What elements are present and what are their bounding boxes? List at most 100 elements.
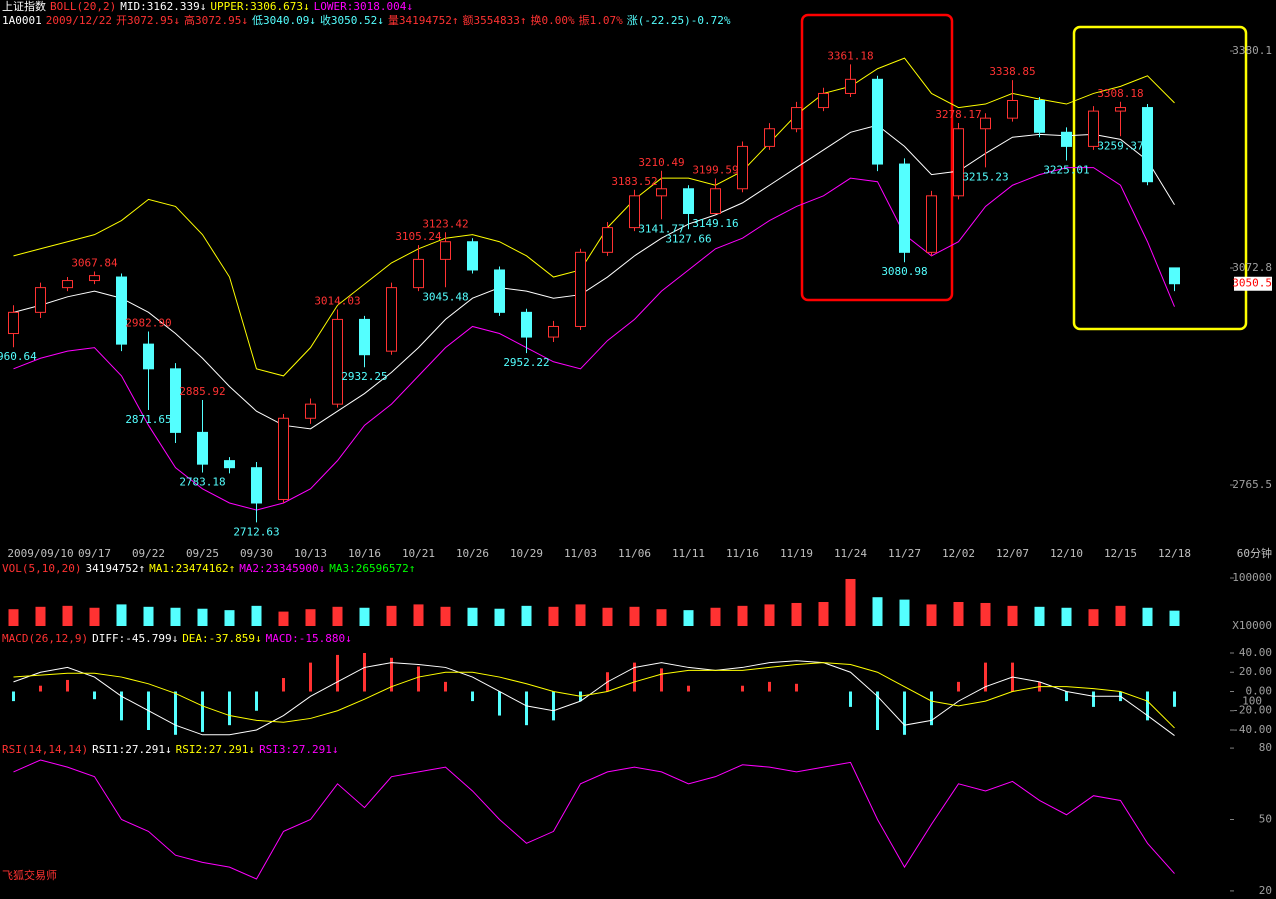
volume-bar — [116, 604, 127, 626]
x-tick-label: 12/02 — [942, 547, 975, 560]
candle-body — [683, 188, 694, 214]
low-label: 3225.01 — [1043, 164, 1089, 177]
panel-header: MACD(26,12,9) DIFF:-45.799↓ DEA:-37.859↓ MA… — [2, 632, 356, 646]
candle-body — [656, 188, 667, 197]
header-item: MA3:26596572↑ — [329, 562, 416, 575]
x-tick-label: 11/03 — [564, 547, 597, 560]
candle-body — [467, 241, 478, 271]
volume-bar — [1169, 610, 1180, 626]
candle-body — [8, 311, 19, 335]
candle-body — [116, 276, 127, 345]
volume-bar — [467, 607, 478, 626]
volume-bar — [62, 605, 73, 626]
volume-bar — [251, 605, 262, 626]
low-label: 2960.64 — [0, 350, 37, 363]
overlay-label: 100 — [1242, 694, 1262, 707]
header-item: 2009/12/22 — [45, 14, 112, 27]
low-label: 3080.98 — [881, 265, 927, 278]
candle-body — [89, 275, 100, 282]
header-item: 振1.07% — [578, 14, 623, 27]
header-item: 开3072.95↓ — [115, 14, 180, 27]
volume-bar — [305, 609, 316, 626]
volume-bar — [1115, 605, 1126, 626]
low-label: 2871.65 — [125, 413, 171, 426]
volume-bar — [1061, 607, 1072, 626]
candle-body — [1115, 107, 1126, 112]
x-tick-label: 11/19 — [780, 547, 813, 560]
high-label: 3183.52 — [611, 175, 657, 188]
high-label: 3014.03 — [314, 294, 360, 307]
volume-bar — [170, 607, 181, 626]
high-label: 3105.24 — [395, 230, 442, 243]
x-tick-label: 12/10 — [1050, 547, 1083, 560]
low-label: 2783.18 — [179, 476, 225, 489]
candle-body — [224, 460, 235, 469]
boll-line — [13, 57, 1175, 377]
low-label: 3149.16 — [692, 217, 738, 230]
header-item: 涨(-22.25)-0.72% — [626, 14, 731, 27]
unit-label: X10000 — [1232, 619, 1272, 632]
header-item: LOWER:3018.004↓ — [313, 0, 414, 13]
volume-bar — [359, 607, 370, 626]
high-label: 3308.18 — [1097, 87, 1143, 100]
volume-bar — [791, 602, 802, 626]
volume-bar — [872, 597, 883, 626]
volume-bar — [35, 606, 46, 626]
volume-bar — [413, 604, 424, 626]
high-label: 3338.85 — [989, 65, 1035, 78]
candle-body — [386, 287, 397, 352]
header-item: MA2:23345900↓ — [239, 562, 326, 575]
header-item: 换0.00% — [530, 14, 575, 27]
y-tick-label: 0.00 — [1246, 684, 1273, 697]
y-tick-label: 3072.8 — [1232, 261, 1272, 274]
header-item: 低3040.09↓ — [251, 14, 316, 27]
header-item: 额3554833↑ — [462, 14, 527, 27]
y-tick-label: -40.00 — [1232, 723, 1272, 736]
volume-bar — [737, 605, 748, 626]
volume-bar — [494, 608, 505, 626]
boll-line — [13, 167, 1175, 511]
candle-body — [1088, 110, 1099, 147]
volume-bar — [521, 605, 532, 626]
candle-body — [521, 311, 532, 338]
y-tick-label: 80 — [1259, 741, 1272, 754]
volume-bar — [332, 606, 343, 626]
panel-header: RSI(14,14,14) RSI1:27.291↓ RSI2:27.291↓ RSI… — [2, 743, 343, 757]
header-item: 高3072.95↓ — [183, 14, 248, 27]
header-item: 量34194752↑ — [387, 14, 459, 27]
x-tick-label: 12/07 — [996, 547, 1029, 560]
low-label: 2952.22 — [503, 356, 549, 369]
highlight-box — [800, 13, 954, 302]
candle-body — [1169, 267, 1180, 285]
x-tick-label: 10/21 — [402, 547, 435, 560]
candle-body — [62, 280, 73, 289]
volume-bar — [143, 606, 154, 626]
header-item: MACD(26,12,9) — [2, 632, 89, 645]
high-label: 2982.90 — [125, 316, 171, 329]
volume-bar — [278, 611, 289, 626]
candle-body — [494, 269, 505, 313]
candle-body — [143, 343, 154, 370]
last-price: 3050.5 — [1232, 277, 1272, 290]
header-item: BOLL(20,2) — [50, 0, 117, 13]
low-label: 2932.25 — [341, 370, 387, 383]
highlight-box — [1072, 25, 1248, 331]
candle-body — [332, 318, 343, 405]
low-label: 3141.77 — [638, 222, 684, 235]
header-item: 34194752↑ — [85, 562, 146, 575]
y-tick-label: 50 — [1259, 813, 1272, 826]
volume-bar — [548, 606, 559, 626]
candle-body — [872, 78, 883, 165]
panel-header: VOL(5,10,20) 34194752↑ MA1:23474162↑ MA2:23… — [2, 562, 419, 576]
candle-body — [818, 92, 829, 109]
y-tick-label: 100000 — [1232, 571, 1272, 584]
panel-header: 上证指数 BOLL(20,2) MID:3162.339↓ UPPER:3306.67… — [2, 0, 417, 14]
volume-bar — [710, 607, 721, 626]
candle-body — [980, 117, 991, 130]
header-item: 上证指数 — [2, 0, 46, 13]
header-item: 收3050.52↓ — [319, 14, 384, 27]
x-tick-label: 2009/09/10 — [7, 547, 73, 560]
panel-header: 1A0001 2009/12/22 开3072.95↓ 高3072.95↓ 低3040.… — [2, 14, 734, 28]
